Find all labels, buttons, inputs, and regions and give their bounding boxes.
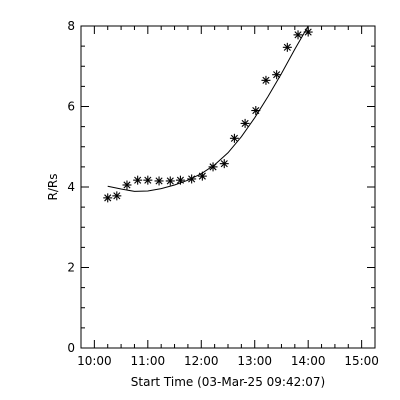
y-tick-label: 4 (67, 180, 75, 194)
x-tick-label: 13:00 (237, 354, 272, 368)
data-point (272, 70, 282, 80)
data-point (165, 176, 175, 186)
data-point (154, 176, 164, 186)
data-point (197, 171, 207, 181)
x-tick-label: 15:00 (344, 354, 379, 368)
data-point (293, 30, 303, 40)
x-tick-label: 14:00 (291, 354, 326, 368)
data-point (251, 106, 261, 116)
data-point (219, 159, 229, 169)
y-axis-label: R/Rs (46, 174, 60, 201)
data-point (187, 174, 197, 184)
y-tick-label: 6 (67, 100, 75, 114)
data-point (103, 193, 113, 203)
data-point (282, 42, 292, 52)
x-tick-label: 10:00 (77, 354, 112, 368)
data-point (208, 162, 218, 172)
x-axis-label: Start Time (03-Mar-25 09:42:07) (131, 375, 325, 389)
fit-line-layer (107, 25, 309, 192)
y-tick-label: 2 (67, 261, 75, 275)
data-points-layer (103, 27, 313, 203)
ticks-layer: 10:00 11:00 12:00 13:00 14:00 15:00 0 2 4 6 8 (67, 19, 379, 368)
data-point (303, 27, 313, 37)
x-tick-label: 12:00 (184, 354, 219, 368)
fit-line (107, 25, 309, 192)
y-tick-label: 0 (67, 341, 75, 355)
data-point (240, 118, 250, 128)
data-point (261, 75, 271, 85)
x-tick-label: 11:00 (131, 354, 166, 368)
y-tick-label: 8 (67, 19, 75, 33)
data-point (133, 175, 143, 185)
data-point (122, 180, 132, 190)
data-point (229, 133, 239, 143)
data-point (175, 175, 185, 185)
data-point (143, 175, 153, 185)
data-point (112, 191, 122, 201)
